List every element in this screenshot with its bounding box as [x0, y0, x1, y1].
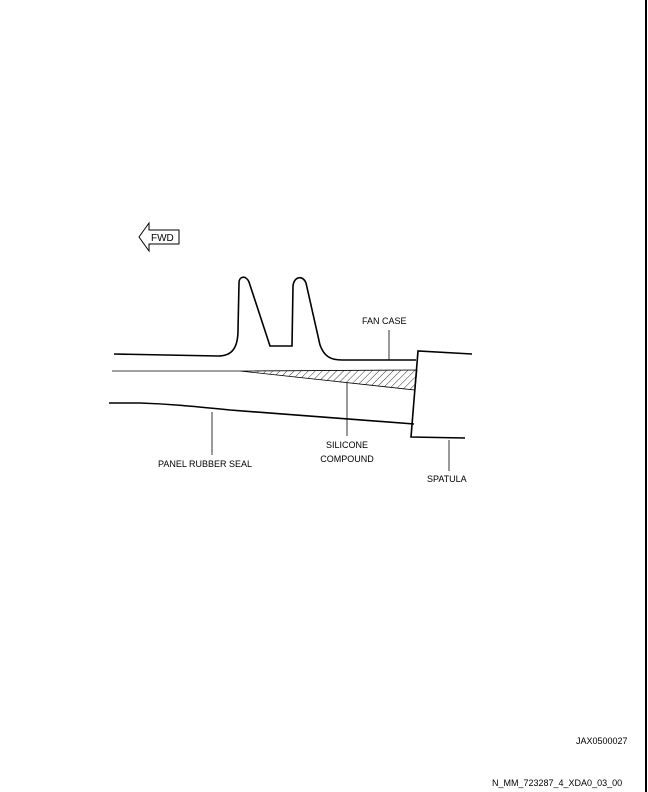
panel-rubber-seal-label: PANEL RUBBER SEAL [158, 459, 252, 469]
spatula-label: SPATULA [427, 474, 467, 484]
fan-case-label: FAN CASE [362, 316, 407, 326]
spatula [410, 350, 473, 439]
silicone-compound-wedge [239, 369, 418, 391]
figure-code: JAX0500027 [576, 736, 628, 746]
silicone-label-line2: COMPOUND [320, 454, 374, 464]
document-code: N_MM_723287_4_XDA0_03_00 [492, 778, 623, 788]
fwd-arrow: FWD [138, 221, 180, 253]
fan-case-profile [113, 276, 416, 361]
silicone-label-line1: SILICONE [326, 440, 368, 450]
panel-rubber-seal-line [109, 402, 415, 425]
fwd-label: FWD [151, 233, 174, 244]
page-edge-rule [645, 0, 647, 792]
